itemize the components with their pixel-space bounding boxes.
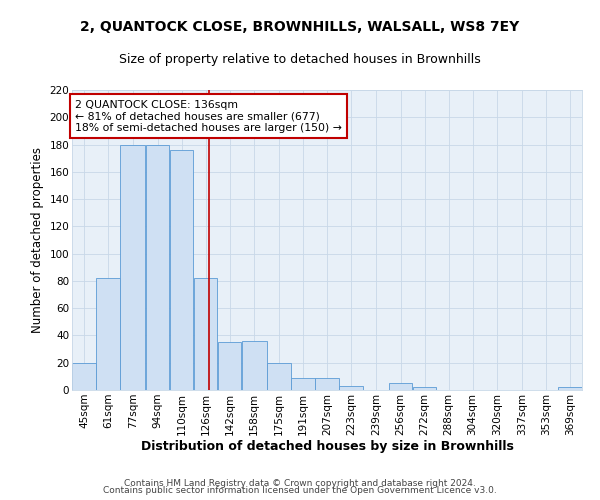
Bar [146, 144, 169, 390]
Bar [339, 386, 363, 390]
Bar [267, 362, 291, 390]
Bar [218, 342, 241, 390]
Bar [413, 388, 436, 390]
X-axis label: Distribution of detached houses by size in Brownhills: Distribution of detached houses by size … [140, 440, 514, 454]
Text: 2, QUANTOCK CLOSE, BROWNHILLS, WALSALL, WS8 7EY: 2, QUANTOCK CLOSE, BROWNHILLS, WALSALL, … [80, 20, 520, 34]
Bar [72, 362, 96, 390]
Bar [315, 378, 339, 390]
Bar [120, 144, 145, 390]
Bar [291, 378, 315, 390]
Text: Size of property relative to detached houses in Brownhills: Size of property relative to detached ho… [119, 52, 481, 66]
Bar [194, 278, 217, 390]
Y-axis label: Number of detached properties: Number of detached properties [31, 147, 44, 333]
Text: Contains public sector information licensed under the Open Government Licence v3: Contains public sector information licen… [103, 486, 497, 495]
Bar [96, 278, 120, 390]
Text: Contains HM Land Registry data © Crown copyright and database right 2024.: Contains HM Land Registry data © Crown c… [124, 478, 476, 488]
Bar [170, 150, 193, 390]
Bar [242, 341, 267, 390]
Text: 2 QUANTOCK CLOSE: 136sqm
← 81% of detached houses are smaller (677)
18% of semi-: 2 QUANTOCK CLOSE: 136sqm ← 81% of detach… [75, 100, 342, 132]
Bar [558, 388, 582, 390]
Bar [389, 383, 412, 390]
